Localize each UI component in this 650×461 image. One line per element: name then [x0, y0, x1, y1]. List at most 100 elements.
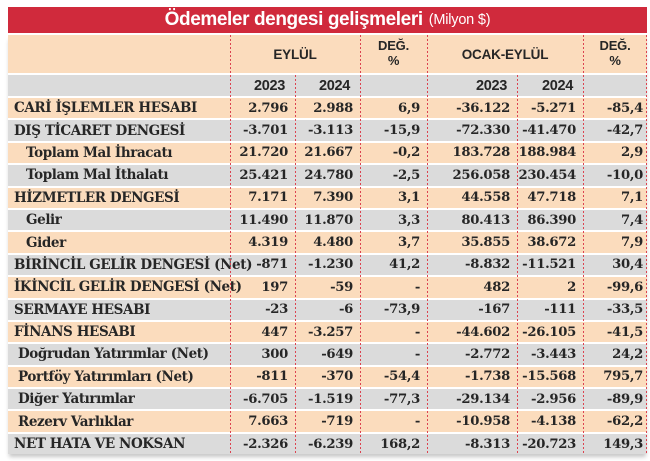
- value-cell: -2,5: [392, 167, 421, 183]
- value-cell: 230.454: [518, 167, 576, 183]
- value-cell: -811: [256, 369, 288, 385]
- value-cell: -1.519: [308, 391, 353, 407]
- table-row: Gider 4.319 4.480 3,7 35.855 38.672 7,9: [8, 232, 647, 253]
- value-cell: -871: [256, 257, 288, 273]
- table-row: Portföy Yatırımları (Net) -811 -370 -54,4 -1…: [8, 366, 647, 388]
- table-row: DIŞ TİCARET DENGESİ -3.701 -3.113 -15,9 -72.…: [8, 120, 647, 141]
- value-cell: 256.058: [452, 167, 510, 183]
- value-cell: -62,2: [606, 414, 643, 430]
- table-row: Toplam Mal İhracatı 21.720 21.667 -0,2 183.7…: [8, 142, 647, 164]
- table-row: Toplam Mal İthalatı 25.421 24.780 -2,5 256.0…: [8, 165, 647, 186]
- value-cell: 6,9: [397, 100, 420, 116]
- value-cell: -649: [321, 346, 353, 362]
- value-cell: 41,2: [389, 257, 420, 273]
- balance-of-payments-table: EYLÜL DEĞ. % OCAK-EYLÜL DEĞ. % 2023 2024…: [8, 35, 647, 455]
- value-cell: 47.718: [527, 190, 576, 206]
- value-cell: -: [414, 279, 420, 295]
- value-cell: 44.558: [461, 190, 510, 206]
- row-label: Doğrudan Yatırımlar (Net): [18, 346, 209, 363]
- value-cell: 4.319: [248, 235, 288, 251]
- table-row: BİRİNCİL GELİR DENGESİ (Net) -871 -1.230 41…: [8, 254, 647, 276]
- value-cell: 30,4: [612, 257, 643, 273]
- deg-label-line2: %: [387, 53, 400, 68]
- value-cell: -2.326: [243, 436, 288, 452]
- value-cell: -111: [544, 302, 576, 318]
- value-cell: 38.672: [527, 235, 576, 251]
- value-cell: -167: [478, 302, 510, 318]
- value-cell: -10,0: [606, 167, 643, 183]
- year-label-spacer: [8, 75, 230, 96]
- deg-label-line2: %: [609, 53, 621, 68]
- row-label: HİZMETLER DENGESİ: [14, 189, 180, 206]
- value-cell: 300: [261, 346, 288, 362]
- value-cell: 7.171: [248, 190, 288, 206]
- value-cell: 183.728: [452, 145, 510, 161]
- row-label: Toplam Mal İhracatı: [26, 144, 173, 161]
- value-cell: 188.984: [518, 145, 576, 161]
- value-cell: 795,7: [603, 369, 643, 385]
- value-cell: -11.521: [522, 257, 576, 273]
- value-cell: -20.723: [522, 436, 576, 452]
- table-title-bar: Ödemeler dengesi gelişmeleri (Milyon $): [8, 7, 647, 33]
- value-cell: 2: [567, 279, 576, 295]
- row-label: İKİNCİL GELİR DENGESİ (Net): [14, 279, 242, 296]
- col-group-deg-1: DEĞ. %: [360, 35, 427, 73]
- row-label: NET HATA VE NOKSAN: [14, 436, 186, 453]
- table-row: CARİ İŞLEMLER HESABI 2.796 2.988 6,9 -36.122…: [8, 98, 647, 119]
- value-cell: -: [414, 324, 420, 340]
- value-cell: -1.738: [465, 369, 510, 385]
- value-cell: 3,7: [397, 235, 420, 251]
- table-row: SERMAYE HESABI -23 -6 -73,9 -167 -111 -33,5: [8, 299, 647, 320]
- row-label: FİNANS HESABI: [14, 324, 136, 341]
- row-label: Portföy Yatırımları (Net): [18, 368, 194, 385]
- value-cell: 2.796: [248, 100, 288, 116]
- value-cell: -10.958: [456, 414, 510, 430]
- value-cell: -4.138: [531, 414, 576, 430]
- table-body: CARİ İŞLEMLER HESABI 2.796 2.988 6,9 -36.122…: [8, 98, 647, 455]
- value-cell: -3.257: [308, 324, 353, 340]
- value-cell: -41,5: [606, 324, 643, 340]
- deg-label-line1: DEĞ.: [378, 38, 409, 54]
- value-cell: -44.602: [456, 324, 510, 340]
- value-cell: 24.780: [304, 167, 353, 183]
- value-cell: -3.443: [531, 346, 576, 362]
- value-cell: -3.701: [243, 123, 288, 139]
- value-cell: -99,6: [606, 279, 643, 295]
- value-cell: -85,4: [606, 100, 643, 116]
- value-cell: 21.720: [239, 145, 288, 161]
- table-row: Gelir 11.490 11.870 3,3 80.413 86.390 7,4: [8, 209, 647, 231]
- value-cell: -370: [321, 369, 353, 385]
- value-cell: 11.490: [239, 212, 288, 228]
- title-unit: (Milyon $): [428, 12, 491, 28]
- table-row: Diğer Yatırımlar -6.705 -1.519 -77,3 -29.134…: [8, 389, 647, 410]
- value-cell: -1.230: [308, 257, 353, 273]
- value-cell: -6.239: [308, 436, 353, 452]
- value-cell: 2.988: [313, 100, 353, 116]
- value-cell: -29.134: [456, 391, 510, 407]
- year-eylul-2024: 2024: [318, 77, 350, 94]
- value-cell: -0,2: [392, 145, 421, 161]
- value-cell: -6: [338, 302, 353, 318]
- table-row: Doğrudan Yatırımlar (Net) 300 -649 - -2.772 -…: [8, 344, 647, 365]
- value-cell: -8.313: [465, 436, 510, 452]
- value-cell: 482: [483, 279, 510, 295]
- row-label: Toplam Mal İthalatı: [26, 167, 169, 184]
- value-cell: -33,5: [606, 302, 643, 318]
- value-cell: 4.480: [313, 235, 353, 251]
- value-cell: -77,3: [383, 391, 420, 407]
- row-label: Rezerv Varlıklar: [18, 413, 134, 430]
- value-cell: -73,9: [383, 302, 420, 318]
- value-cell: 7.663: [248, 414, 288, 430]
- value-cell: -36.122: [456, 100, 510, 116]
- value-cell: -3.113: [308, 123, 353, 139]
- value-cell: -8.832: [465, 257, 510, 273]
- value-cell: -15.568: [522, 369, 576, 385]
- value-cell: -54,4: [383, 369, 420, 385]
- value-cell: -26.105: [522, 324, 576, 340]
- value-cell: -5.271: [531, 100, 576, 116]
- value-cell: 2,9: [620, 145, 643, 161]
- value-cell: -: [414, 414, 420, 430]
- row-label: Gelir: [26, 212, 62, 229]
- table-row: HİZMETLER DENGESİ 7.171 7.390 3,1 44.558 47.7…: [8, 187, 647, 208]
